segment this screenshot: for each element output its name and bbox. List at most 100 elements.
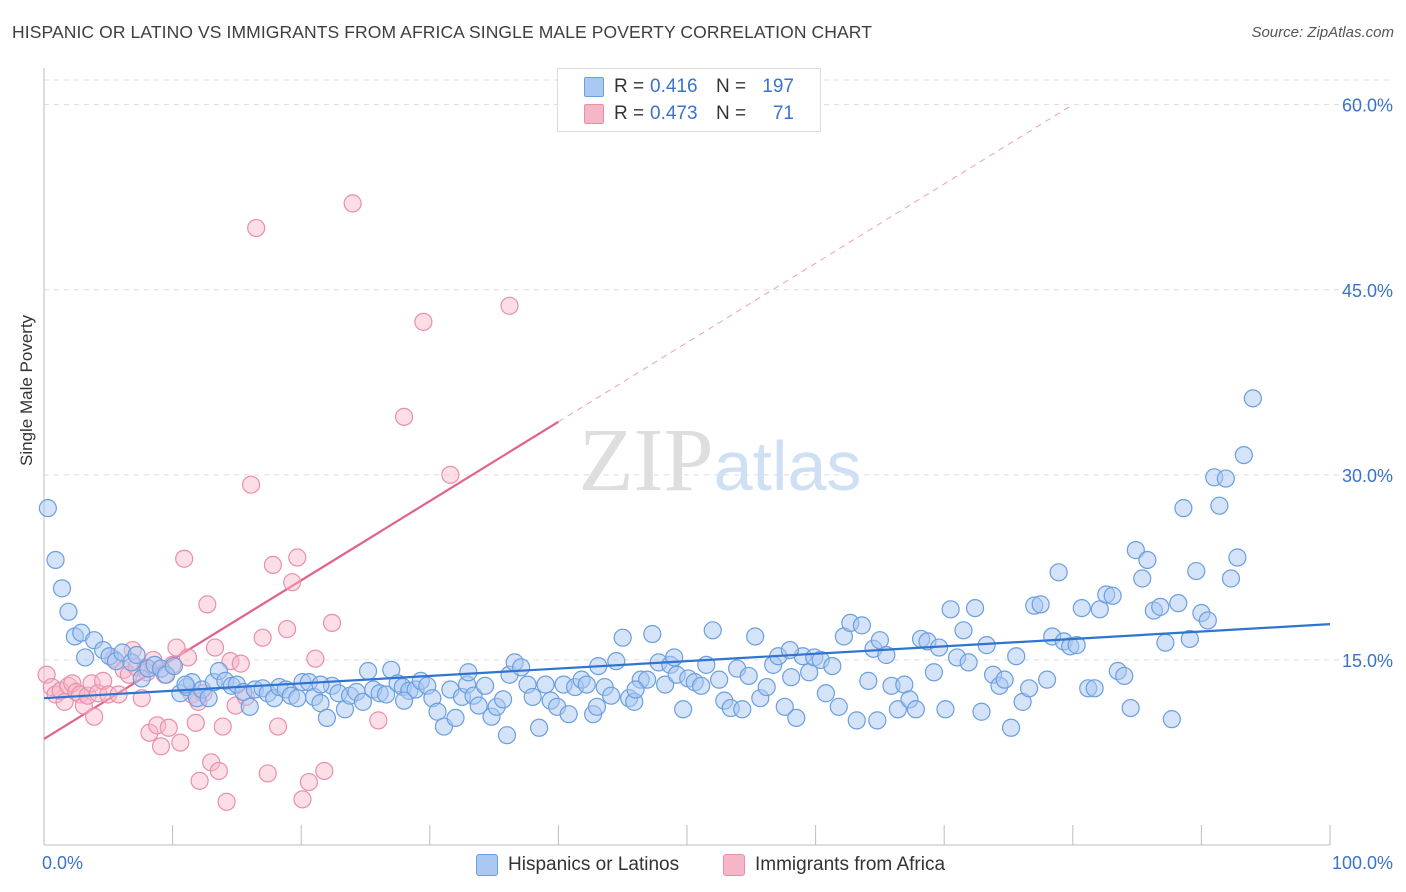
data-point-immigrants bbox=[322, 613, 342, 633]
legend-n-value: 71 bbox=[772, 103, 794, 124]
data-point-hispanics bbox=[1121, 698, 1140, 718]
data-point-hispanics bbox=[1243, 389, 1262, 408]
data-point-immigrants bbox=[299, 772, 319, 792]
data-point-hispanics bbox=[536, 675, 555, 694]
data-point-immigrants bbox=[231, 654, 250, 673]
data-point-hispanics bbox=[656, 675, 675, 694]
data-point-immigrants bbox=[394, 407, 414, 426]
data-point-immigrants bbox=[369, 711, 388, 730]
data-point-hispanics bbox=[446, 708, 465, 728]
data-point-hispanics bbox=[906, 700, 926, 719]
data-point-hispanics bbox=[643, 624, 662, 644]
data-point-hispanics bbox=[936, 700, 955, 719]
data-point-hispanics bbox=[1019, 679, 1039, 698]
legend-swatch-pink bbox=[584, 104, 604, 124]
data-point-hispanics bbox=[816, 684, 835, 703]
data-point-hispanics bbox=[775, 697, 794, 716]
legend-r-label: R = bbox=[614, 76, 645, 97]
data-point-hispanics bbox=[739, 666, 758, 686]
data-point-immigrants bbox=[140, 723, 159, 742]
data-point-hispanics bbox=[523, 687, 542, 707]
data-point-hispanics bbox=[512, 658, 531, 677]
data-point-immigrants bbox=[151, 737, 171, 756]
data-point-hispanics bbox=[1133, 569, 1152, 588]
data-point-hispanics bbox=[469, 696, 488, 715]
data-point-hispanics bbox=[746, 627, 765, 646]
data-point-immigrants bbox=[241, 475, 261, 494]
legend-row-hispanics: R = 0.416 N = 197 bbox=[558, 74, 794, 100]
data-point-hispanics bbox=[888, 700, 908, 719]
legend-r-value: 0.416 bbox=[650, 76, 698, 97]
data-point-hispanics bbox=[1037, 670, 1057, 689]
data-point-hispanics bbox=[52, 579, 72, 598]
data-point-hispanics bbox=[1085, 679, 1104, 698]
data-point-hispanics bbox=[924, 663, 944, 682]
data-point-hispanics bbox=[1115, 666, 1134, 686]
data-point-hispanics bbox=[782, 668, 801, 687]
data-point-hispanics bbox=[613, 628, 632, 647]
data-point-immigrants bbox=[209, 761, 228, 781]
legend-r-label: R = bbox=[614, 103, 645, 124]
data-point-immigrants bbox=[205, 638, 225, 657]
data-point-immigrants bbox=[159, 718, 178, 737]
data-point-hispanics bbox=[972, 702, 991, 721]
data-point-immigrants bbox=[175, 549, 194, 568]
data-point-hispanics bbox=[1169, 594, 1188, 613]
series-hispanics-or-latinos bbox=[38, 389, 1262, 745]
data-point-immigrants bbox=[253, 628, 272, 647]
bottom-legend-label: Immigrants from Africa bbox=[755, 854, 946, 875]
trend-line-immigrants-extension bbox=[558, 104, 1074, 423]
data-point-hispanics bbox=[1067, 636, 1086, 655]
data-point-immigrants bbox=[283, 573, 302, 592]
data-point-hispanics bbox=[577, 675, 596, 694]
data-point-hispanics bbox=[353, 692, 373, 711]
x-tick-label: 100.0% bbox=[1332, 853, 1393, 873]
bottom-legend-swatch-blue bbox=[476, 854, 498, 876]
bottom-legend-label: Hispanics or Latinos bbox=[508, 854, 680, 875]
data-point-hispanics bbox=[376, 685, 396, 704]
data-point-hispanics bbox=[127, 645, 146, 665]
data-point-hispanics bbox=[38, 499, 57, 518]
data-point-hispanics bbox=[1001, 718, 1021, 737]
data-point-immigrants bbox=[277, 619, 297, 639]
data-point-immigrants bbox=[258, 764, 277, 783]
trend-line-hispanics bbox=[43, 623, 1331, 700]
data-point-immigrants bbox=[186, 713, 205, 732]
data-point-immigrants bbox=[178, 648, 198, 667]
data-point-hispanics bbox=[199, 689, 218, 708]
data-point-hispanics bbox=[638, 670, 657, 689]
data-point-hispanics bbox=[1031, 595, 1050, 614]
data-point-hispanics bbox=[311, 675, 330, 694]
data-point-immigrants bbox=[213, 717, 232, 736]
data-point-immigrants bbox=[82, 674, 101, 693]
trend-lines-immigrants bbox=[43, 104, 1074, 740]
data-point-hispanics bbox=[1216, 469, 1235, 488]
data-point-hispanics bbox=[76, 648, 95, 667]
bottom-legend-hispanics[interactable]: Hispanics or Latinos bbox=[476, 852, 679, 878]
data-point-immigrants bbox=[414, 312, 433, 331]
data-point-immigrants bbox=[167, 638, 186, 657]
data-point-immigrants bbox=[247, 218, 266, 238]
data-point-immigrants bbox=[500, 296, 519, 315]
data-point-hispanics bbox=[475, 676, 495, 695]
data-point-hispanics bbox=[941, 600, 960, 619]
correlation-legend: R = 0.416 N = 197 R = 0.473 N = 71 bbox=[557, 68, 821, 132]
data-point-hispanics bbox=[1187, 561, 1206, 581]
data-point-immigrants bbox=[74, 696, 93, 715]
data-point-hispanics bbox=[607, 652, 626, 671]
data-point-hispanics bbox=[494, 690, 513, 709]
data-point-immigrants bbox=[132, 689, 151, 708]
bottom-legend-immigrants[interactable]: Immigrants from Africa bbox=[723, 852, 945, 878]
legend-swatch-blue bbox=[584, 77, 604, 97]
data-point-hispanics bbox=[703, 621, 722, 640]
bottom-legend-swatch-pink bbox=[723, 854, 745, 876]
data-point-hispanics bbox=[1072, 598, 1091, 618]
data-point-hispanics bbox=[847, 711, 866, 730]
data-point-immigrants bbox=[268, 717, 288, 736]
data-point-hispanics bbox=[358, 661, 378, 681]
data-point-hispanics bbox=[530, 718, 549, 737]
data-point-hispanics bbox=[787, 708, 806, 728]
data-point-hispanics bbox=[46, 550, 65, 570]
data-point-hispanics bbox=[1156, 633, 1175, 652]
